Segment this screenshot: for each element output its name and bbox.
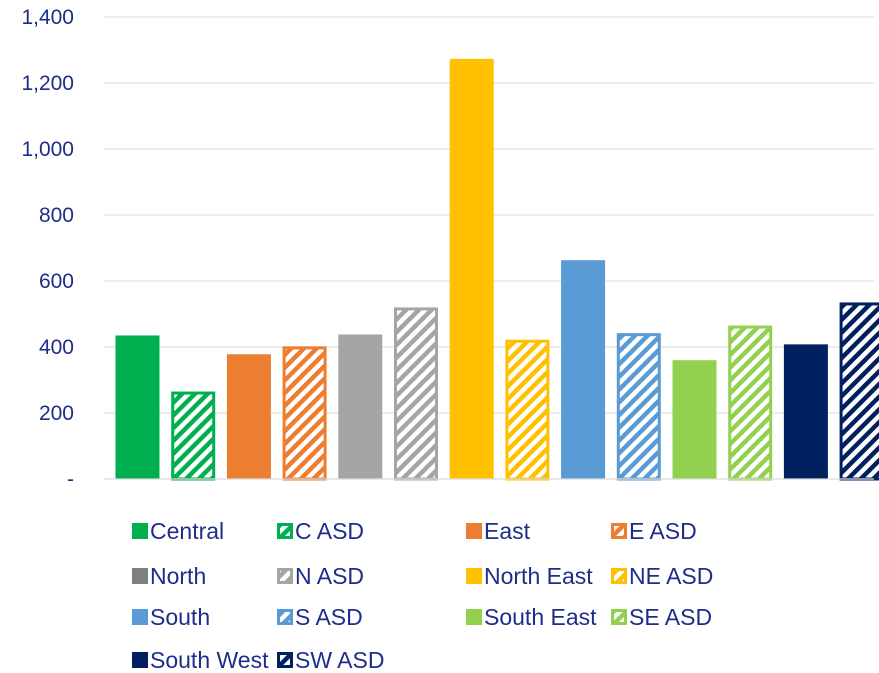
legend-item: Central	[132, 518, 224, 544]
legend-label: South East	[484, 604, 597, 630]
legend-label: SW ASD	[295, 647, 384, 673]
bar-sw-asd	[839, 302, 879, 481]
bar-east	[226, 354, 271, 479]
y-tick-label: 1,000	[21, 138, 74, 161]
legend-label: North	[150, 563, 206, 589]
legend-label: SE ASD	[629, 604, 712, 630]
bar-north	[338, 334, 383, 479]
bar-south-east	[672, 360, 717, 479]
legend-swatch	[277, 652, 293, 668]
legend-swatch	[277, 609, 293, 625]
legend-label: Central	[150, 518, 224, 544]
legend-swatch	[132, 523, 148, 539]
legend-item: N ASD	[277, 563, 364, 589]
legend-item: SW ASD	[277, 647, 384, 673]
legend-swatch	[132, 652, 148, 668]
legend-item: S ASD	[277, 604, 363, 630]
legend-item: NE ASD	[611, 563, 713, 589]
bar-central	[115, 335, 160, 479]
bar-se-asd	[728, 325, 773, 481]
legend-swatch	[466, 609, 482, 625]
legend-swatch	[611, 523, 627, 539]
legend-item: South	[132, 604, 210, 630]
legend-label: East	[484, 518, 531, 544]
bar-south-west	[783, 344, 828, 479]
legend-item: North East	[466, 563, 593, 589]
legend-swatch	[466, 523, 482, 539]
legend-swatch	[277, 568, 293, 584]
bar-c-asd	[171, 391, 216, 481]
legend-label: NE ASD	[629, 563, 713, 589]
bars	[115, 58, 879, 481]
y-tick-label: 600	[39, 270, 74, 293]
bar-ne-asd	[505, 339, 550, 481]
legend-label: South	[150, 604, 210, 630]
legend-item: SE ASD	[611, 604, 712, 630]
legend-item: South East	[466, 604, 597, 630]
legend-label: N ASD	[295, 563, 364, 589]
legend-swatch	[277, 523, 293, 539]
legend: Central C ASD East E ASD North N ASD North Eas…	[132, 518, 713, 673]
y-tick-label: 1,200	[21, 72, 74, 95]
bar-n-asd	[394, 307, 438, 481]
legend-item: North	[132, 563, 206, 589]
legend-swatch	[611, 568, 627, 584]
bar-north-east	[449, 58, 494, 479]
legend-swatch	[466, 568, 482, 584]
bar-s-asd	[616, 333, 661, 481]
legend-label: North East	[484, 563, 593, 589]
legend-label: S ASD	[295, 604, 363, 630]
legend-label: C ASD	[295, 518, 364, 544]
legend-swatch	[132, 609, 148, 625]
y-tick-label: 1,400	[21, 6, 74, 29]
y-axis-ticks: - 200 400 600 800 1,000 1,200 1,400	[21, 6, 74, 491]
legend-item: South West	[132, 647, 269, 673]
bar-e-asd	[282, 346, 327, 481]
legend-swatch	[132, 568, 148, 584]
legend-item: C ASD	[277, 518, 364, 544]
bar-south	[561, 260, 606, 479]
legend-swatch	[611, 609, 627, 625]
legend-label: South West	[150, 647, 269, 673]
y-tick-label: 200	[39, 402, 74, 425]
y-tick-label: -	[67, 468, 74, 491]
y-tick-label: 400	[39, 336, 74, 359]
legend-item: East	[466, 518, 531, 544]
legend-item: E ASD	[611, 518, 697, 544]
legend-label: E ASD	[629, 518, 697, 544]
y-tick-label: 800	[39, 204, 74, 227]
